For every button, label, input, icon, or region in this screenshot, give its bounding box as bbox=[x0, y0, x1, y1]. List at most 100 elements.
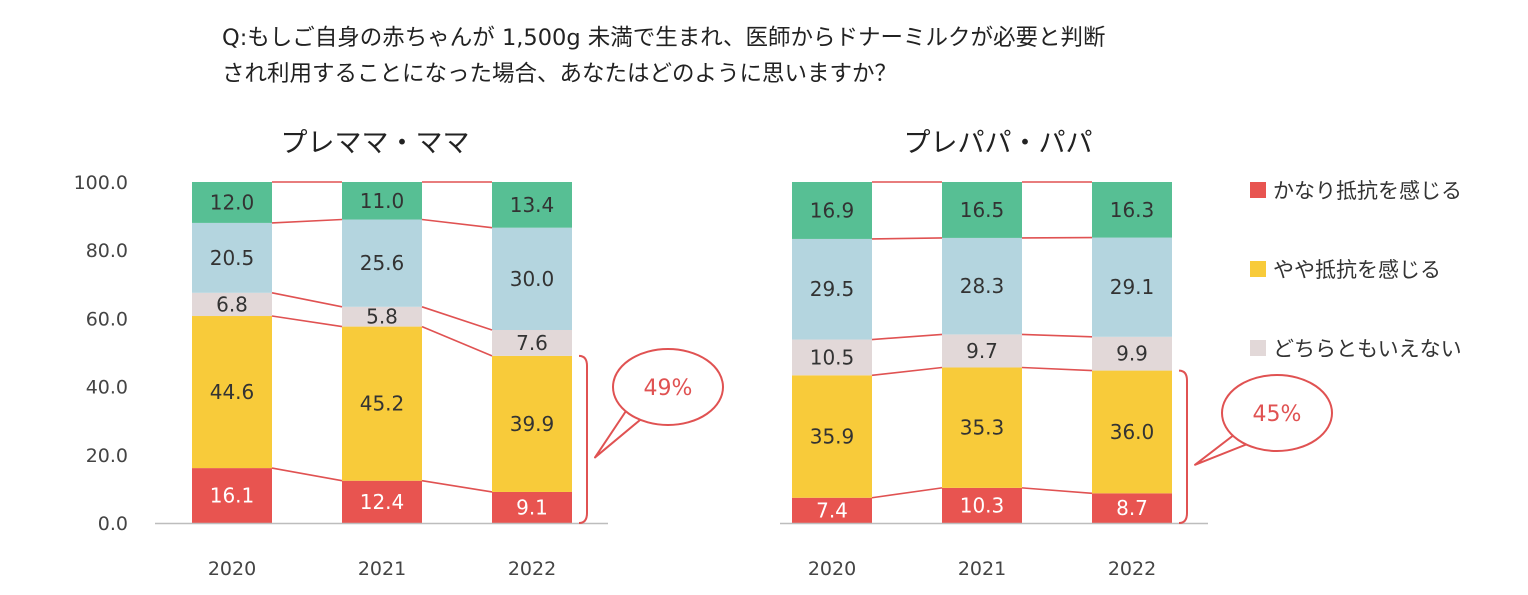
chart-title-papa: プレパパ・パパ bbox=[904, 128, 1093, 159]
y-tick-label: 20.0 bbox=[86, 445, 128, 467]
bar-segment-papa-2021-s0 bbox=[942, 487, 1022, 523]
data-label-mama-2021-s1: 45.2 bbox=[360, 392, 405, 416]
data-label-mama-2020-s4: 12.0 bbox=[210, 190, 255, 214]
data-label-mama-2021-s2: 5.8 bbox=[366, 305, 398, 329]
bracket-mama bbox=[578, 354, 588, 524]
connector-line-mama bbox=[271, 467, 343, 482]
question-line-1: Q:もしご自身の赤ちゃんが 1,500g 未満で生まれ、医師からドナーミルクが必… bbox=[222, 25, 1106, 51]
bar-segment-papa-2020-s4 bbox=[792, 182, 872, 239]
data-label-papa-2021-s0: 10.3 bbox=[960, 493, 1005, 517]
data-label-mama-2021-s0: 12.4 bbox=[360, 490, 405, 514]
connector-line-mama bbox=[421, 325, 493, 357]
bar-segment-mama-2020-s1 bbox=[192, 316, 272, 469]
bar-segment-mama-2021-s4 bbox=[342, 182, 422, 220]
bar-segment-mama-2021-s0 bbox=[342, 480, 422, 523]
data-label-mama-2022-s4: 13.4 bbox=[510, 193, 555, 217]
bar-segment-papa-2021-s4 bbox=[942, 182, 1022, 238]
legend-item-some: やや抵抗を感じる bbox=[1250, 247, 1462, 291]
data-label-mama-2022-s2: 7.6 bbox=[516, 331, 548, 355]
connector-line-papa bbox=[871, 333, 943, 341]
bar-segment-mama-2022-s2 bbox=[492, 329, 572, 356]
bar-segment-papa-2020-s2 bbox=[792, 339, 872, 376]
data-label-papa-2022-s4: 16.3 bbox=[1110, 198, 1155, 222]
legend-item-strong: かなり抵抗を感じる bbox=[1250, 168, 1462, 212]
legend-label-strong: かなり抵抗を感じる bbox=[1273, 179, 1462, 203]
data-label-mama-2022-s0: 9.1 bbox=[516, 495, 548, 519]
y-tick-label: 60.0 bbox=[86, 308, 128, 330]
x-tick-label-papa: 2021 bbox=[958, 558, 1006, 580]
bar-segment-papa-2022-s1 bbox=[1092, 370, 1172, 494]
data-label-papa-2020-s3: 29.5 bbox=[810, 277, 855, 301]
legend-swatch-some bbox=[1250, 261, 1266, 277]
y-tick-label: 100.0 bbox=[74, 172, 128, 194]
connector-line-papa bbox=[1021, 487, 1093, 495]
bar-segment-mama-2022-s3 bbox=[492, 227, 572, 330]
connector-line-mama bbox=[271, 315, 343, 328]
bar-segment-papa-2020-s3 bbox=[792, 238, 872, 340]
data-label-mama-2021-s4: 11.0 bbox=[360, 189, 405, 213]
data-label-mama-2020-s2: 6.8 bbox=[216, 292, 248, 316]
data-label-papa-2020-s0: 7.4 bbox=[816, 498, 848, 522]
connector-line-mama bbox=[421, 218, 493, 229]
callout-tail-cover-papa bbox=[1236, 433, 1254, 445]
bar-segment-mama-2020-s3 bbox=[192, 222, 272, 293]
data-label-papa-2021-s4: 16.5 bbox=[960, 198, 1005, 222]
bar-segment-papa-2021-s1 bbox=[942, 367, 1022, 488]
bar-segment-papa-2021-s3 bbox=[942, 237, 1022, 335]
data-label-mama-2020-s3: 20.5 bbox=[210, 246, 255, 270]
connector-line-mama bbox=[271, 218, 343, 224]
bar-segment-mama-2022-s1 bbox=[492, 355, 572, 492]
x-tick-label-mama: 2022 bbox=[508, 558, 556, 580]
callout-text-papa: 45% bbox=[1253, 402, 1302, 427]
connector-line-mama bbox=[271, 292, 343, 308]
connector-line-papa bbox=[871, 237, 943, 240]
data-label-mama-2022-s1: 39.9 bbox=[510, 412, 555, 436]
bar-segment-papa-2022-s0 bbox=[1092, 493, 1172, 523]
bar-segment-mama-2021-s3 bbox=[342, 219, 422, 307]
connector-line-mama bbox=[421, 479, 493, 493]
data-label-mama-2020-s0: 16.1 bbox=[210, 484, 255, 508]
data-label-mama-2022-s3: 30.0 bbox=[510, 267, 555, 291]
legend-label-neutral: どちらともいえない bbox=[1273, 337, 1462, 361]
callout-bubble-mama bbox=[612, 348, 724, 426]
connector-line-papa bbox=[1021, 366, 1093, 372]
connector-line-papa bbox=[1021, 333, 1093, 338]
bar-segment-mama-2020-s2 bbox=[192, 292, 272, 317]
legend-swatch-neutral bbox=[1250, 340, 1266, 356]
bar-segment-papa-2020-s1 bbox=[792, 375, 872, 498]
data-label-papa-2020-s2: 10.5 bbox=[810, 345, 855, 369]
bar-segment-mama-2020-s0 bbox=[192, 468, 272, 523]
question-line-2: され利用することになった場合、あなたはどのように思いますか？ bbox=[222, 61, 898, 87]
bar-segment-papa-2022-s4 bbox=[1092, 182, 1172, 238]
bar-segment-papa-2020-s0 bbox=[792, 497, 872, 523]
x-tick-label-mama: 2021 bbox=[358, 558, 406, 580]
callout-tail-cover-mama bbox=[627, 407, 645, 419]
data-label-papa-2020-s4: 16.9 bbox=[810, 198, 855, 222]
data-label-papa-2022-s1: 36.0 bbox=[1110, 420, 1155, 444]
bar-segment-papa-2022-s2 bbox=[1092, 336, 1172, 371]
x-tick-label-papa: 2020 bbox=[808, 558, 856, 580]
question-text: Q:もしご自身の赤ちゃんが 1,500g 未満で生まれ、医師からドナーミルクが必… bbox=[222, 20, 1106, 92]
y-tick-label: 80.0 bbox=[86, 240, 128, 262]
x-tick-label-mama: 2020 bbox=[208, 558, 256, 580]
y-tick-label: 0.0 bbox=[98, 513, 128, 535]
bar-segment-papa-2022-s3 bbox=[1092, 237, 1172, 337]
legend-label-some: やや抵抗を感じる bbox=[1273, 258, 1441, 282]
data-label-papa-2021-s2: 9.7 bbox=[966, 339, 998, 363]
x-tick-label-papa: 2022 bbox=[1108, 558, 1156, 580]
bar-segment-mama-2021-s2 bbox=[342, 306, 422, 327]
bar-segment-mama-2022-s0 bbox=[492, 491, 572, 523]
legend: かなり抵抗を感じる やや抵抗を感じる どちらともいえない bbox=[1250, 168, 1462, 370]
legend-item-neutral: どちらともいえない bbox=[1250, 326, 1462, 370]
connector-line-papa bbox=[871, 487, 943, 499]
data-label-papa-2022-s3: 29.1 bbox=[1110, 275, 1155, 299]
chart-title-mama: プレママ・ママ bbox=[281, 128, 470, 159]
data-label-papa-2021-s1: 35.3 bbox=[960, 416, 1005, 440]
callout-bubble-papa bbox=[1221, 374, 1333, 452]
bar-segment-mama-2022-s4 bbox=[492, 182, 572, 228]
data-label-mama-2020-s1: 44.6 bbox=[210, 380, 255, 404]
connector-line-papa bbox=[871, 366, 943, 377]
data-label-mama-2021-s3: 25.6 bbox=[360, 251, 405, 275]
connector-line-mama bbox=[421, 306, 493, 331]
